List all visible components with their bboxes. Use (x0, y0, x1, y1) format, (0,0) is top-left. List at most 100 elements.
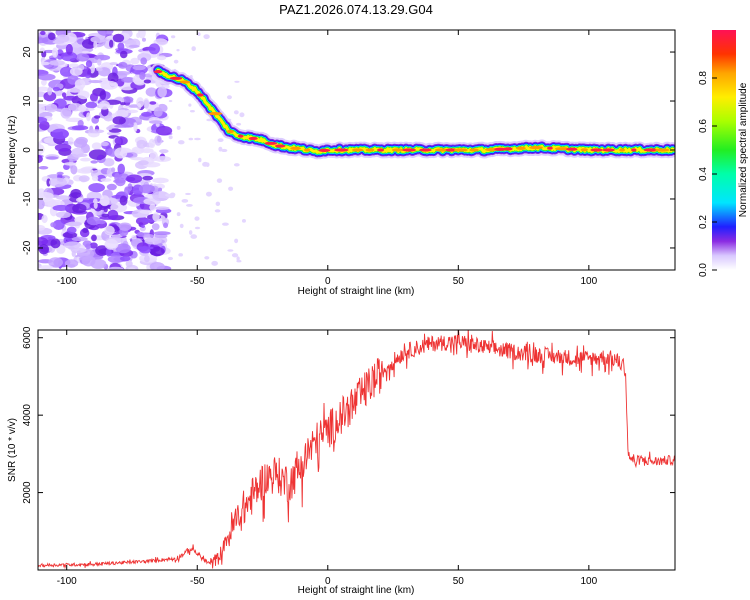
noise-blob (93, 115, 101, 119)
noise-blob (61, 92, 67, 98)
noise-blob (99, 195, 110, 207)
noise-blob (141, 233, 155, 238)
noise-blob (70, 188, 82, 199)
noise-speck (194, 216, 200, 221)
ridge-peak (290, 146, 302, 150)
y-tick-label: 4000 (22, 404, 33, 427)
noise-blob (53, 90, 64, 97)
noise-blob (103, 206, 108, 213)
noise-speck (194, 226, 201, 230)
noise-speck (204, 256, 210, 260)
noise-blob (141, 37, 146, 42)
noise-blob (77, 90, 90, 100)
noise-blob (152, 177, 169, 184)
noise-blob (100, 80, 119, 90)
noise-blob (149, 151, 158, 162)
noise-blob (104, 225, 115, 236)
noise-blob (105, 248, 112, 257)
noise-blob (117, 42, 125, 51)
noise-blob (136, 231, 145, 237)
noise-blob (136, 139, 147, 149)
noise-blob (156, 135, 162, 143)
y-tick-label: 10 (22, 95, 33, 107)
noise-blob (88, 149, 107, 160)
noise-blob (137, 160, 149, 166)
noise-blob (51, 47, 59, 58)
noise-blob (88, 79, 103, 84)
ridge-peak (153, 70, 163, 74)
noise-blob (38, 116, 48, 124)
noise-speck (205, 191, 212, 197)
noise-blob (157, 187, 163, 192)
noise-blob (140, 57, 148, 65)
ridge-peak (602, 148, 615, 152)
x-tick-label: -100 (57, 576, 77, 587)
snr-series (38, 330, 675, 570)
noise-blob (38, 103, 46, 114)
noise-blob (142, 175, 154, 181)
noise-blob (140, 148, 154, 154)
noise-blob (94, 54, 111, 61)
snr-panel: -100 -50 0 50 100 2000 4000 6000 Height of str… (7, 326, 676, 596)
noise-speck (239, 112, 245, 118)
noise-blob (149, 101, 157, 105)
ridge-peak (402, 148, 417, 152)
noise-blob (78, 175, 90, 183)
noise-blob (52, 86, 61, 92)
ridge-peak (529, 145, 543, 150)
noise-blob (112, 33, 125, 43)
noise-speck (221, 148, 228, 153)
y-tick-label: 6000 (22, 326, 33, 349)
ridge-peak (179, 80, 191, 84)
noise-blob (118, 222, 132, 231)
colorbar-tick-label: 0.8 (698, 71, 709, 85)
y-tick-label: 0 (22, 147, 33, 153)
noise-blob (51, 128, 69, 140)
noise-blob (88, 183, 105, 193)
noise-blob (66, 226, 77, 234)
ridge-peak (503, 147, 513, 151)
noise-blob (90, 160, 98, 164)
ridge-peak (494, 147, 507, 151)
noise-blob (50, 222, 56, 228)
noise-blob (133, 122, 138, 132)
noise-blob (56, 171, 64, 176)
noise-blob (85, 101, 98, 109)
ridge-peak (516, 146, 526, 150)
ridge-band (156, 68, 675, 154)
colorbar-label: Normalized spectral amplitude (738, 82, 749, 217)
noise-blob (98, 100, 110, 110)
noise-blob (76, 168, 94, 174)
bottom-y-axis-label: SNR (10 * v/v) (7, 418, 18, 482)
noise-blob (136, 97, 145, 108)
noise-blob (109, 39, 114, 48)
noise-blob (114, 136, 128, 146)
noise-blob (38, 144, 45, 155)
noise-blob (136, 246, 154, 250)
ridge-peak (453, 148, 468, 152)
noise-blob (121, 76, 136, 83)
noise-blob (108, 128, 122, 133)
noise-blob (126, 174, 143, 184)
noise-blob (109, 62, 118, 66)
noise-blob (100, 141, 109, 147)
ridge-peak (554, 147, 570, 151)
noise-speck (165, 193, 171, 197)
noise-blob (153, 38, 168, 46)
noise-blob (157, 55, 167, 61)
noise-blob (149, 246, 165, 257)
noise-blob (149, 120, 163, 124)
noise-blob (115, 177, 126, 187)
noise-speck (189, 110, 195, 113)
noise-blob (151, 223, 160, 231)
noise-blob (121, 96, 134, 103)
noise-blob (128, 44, 140, 48)
ridge-peak (304, 148, 311, 152)
colorbar-tick-label: 0.2 (698, 215, 709, 229)
noise-speck (226, 95, 232, 100)
x-tick-label: -50 (190, 276, 205, 287)
noise-speck (227, 249, 234, 252)
x-tick-label: 0 (325, 576, 331, 587)
noise-speck (211, 260, 218, 266)
noise-blob (64, 259, 79, 268)
